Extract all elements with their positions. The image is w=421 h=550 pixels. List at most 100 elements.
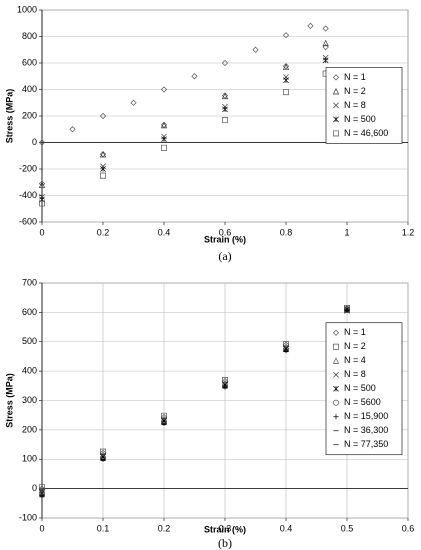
data-point <box>38 180 46 187</box>
x-tick-label: 0.6 <box>219 227 232 237</box>
data-point <box>130 99 137 106</box>
data-point <box>161 144 167 151</box>
legend-marker <box>333 130 339 137</box>
legend-label: N = 15,900 <box>344 411 388 421</box>
legend-label: N = 8 <box>344 369 366 379</box>
data-point <box>322 25 329 32</box>
data-point <box>69 126 76 133</box>
y-tick-label: -200 <box>19 163 37 173</box>
data-point <box>282 63 290 70</box>
data-point <box>282 32 290 39</box>
y-tick-label: 600 <box>22 57 37 67</box>
legend-marker <box>333 399 339 406</box>
y-tick-label: 1000 <box>17 4 37 14</box>
data-point <box>322 39 329 47</box>
y-tick-label: -100 <box>19 512 37 522</box>
data-point <box>100 172 106 179</box>
legend-label: N = 46,600 <box>344 128 388 138</box>
y-axis-title: Stress (MPa) <box>4 373 14 428</box>
legend-label: N = 1 <box>344 72 366 82</box>
data-point <box>222 117 228 123</box>
data-point <box>161 412 167 419</box>
data-point <box>39 200 45 207</box>
data-point <box>283 89 289 96</box>
y-tick-label: 600 <box>22 307 37 317</box>
data-point <box>161 133 167 140</box>
data-point <box>283 347 289 354</box>
legend-label: N = 2 <box>344 341 366 351</box>
x-tick-label: 0.3 <box>219 523 232 533</box>
x-axis-title: Strain (%) <box>204 524 246 534</box>
data-point <box>38 139 46 146</box>
legend-marker <box>333 414 339 420</box>
data-point <box>222 103 228 110</box>
data-point <box>161 136 167 143</box>
data-point <box>322 57 329 64</box>
caption: (b) <box>218 536 232 550</box>
data-point <box>322 54 329 61</box>
x-tick-label: 0 <box>39 227 44 237</box>
data-point <box>221 92 229 99</box>
data-point <box>39 484 45 491</box>
data-point <box>252 46 259 53</box>
data-point <box>160 121 168 128</box>
x-tick-label: 1 <box>344 227 349 237</box>
legend-label: N = 500 <box>344 383 376 393</box>
data-point <box>38 181 46 188</box>
y-tick-label: 400 <box>22 84 37 94</box>
legend-label: N = 5600 <box>344 397 381 407</box>
legend-marker <box>332 88 340 95</box>
data-point <box>283 341 289 348</box>
x-tick-label: 0 <box>39 523 44 533</box>
x-tick-label: 0.8 <box>280 227 293 237</box>
legend-marker <box>332 74 340 81</box>
data-point <box>283 77 289 84</box>
data-point <box>221 92 229 100</box>
y-tick-label: 700 <box>22 277 37 287</box>
x-tick-label: 0.2 <box>97 227 110 237</box>
y-tick-label: 0 <box>32 137 37 147</box>
data-point <box>322 44 329 51</box>
legend-marker <box>333 385 339 392</box>
data-point <box>100 166 106 172</box>
legend-label: N = 8 <box>344 100 366 110</box>
data-point <box>191 73 198 80</box>
data-point <box>100 163 106 170</box>
x-tick-label: 0.4 <box>158 227 171 237</box>
data-point <box>99 151 107 158</box>
legend-label: N = 4 <box>344 355 366 365</box>
data-point <box>99 112 107 120</box>
x-tick-label: 0.4 <box>280 523 293 533</box>
legend-label: N = 500 <box>344 114 376 124</box>
legend-marker <box>333 102 339 109</box>
x-axis-title: Strain (%) <box>204 234 246 244</box>
x-tick-label: 0.1 <box>97 523 110 533</box>
legend-marker <box>332 357 340 364</box>
x-tick-label: 0.2 <box>158 523 171 533</box>
y-axis-title: Stress (MPa) <box>4 89 14 144</box>
y-tick-label: 300 <box>22 395 37 405</box>
y-tick-label: 800 <box>22 31 37 41</box>
x-tick-label: 0.6 <box>402 523 415 533</box>
data-point <box>282 63 290 70</box>
legend-label: N = 36,300 <box>344 425 388 435</box>
y-tick-label: 100 <box>22 454 37 464</box>
data-point <box>160 86 168 93</box>
y-tick-label: 0 <box>32 483 37 493</box>
x-tick-label: 1.2 <box>402 227 415 237</box>
y-tick-label: 200 <box>22 110 37 120</box>
legend-marker <box>332 329 340 336</box>
data-point <box>161 420 167 427</box>
data-point <box>221 59 229 67</box>
y-tick-label: -600 <box>19 216 37 226</box>
y-tick-label: 400 <box>22 366 37 376</box>
legend-label: N = 2 <box>344 86 366 96</box>
data-point <box>222 106 228 113</box>
data-point <box>39 196 45 203</box>
y-tick-label: -400 <box>19 190 37 200</box>
data-point <box>39 193 45 200</box>
legend-label: N = 1 <box>344 327 366 337</box>
legend-label: N = 77,350 <box>344 439 388 449</box>
data-point <box>160 121 168 129</box>
